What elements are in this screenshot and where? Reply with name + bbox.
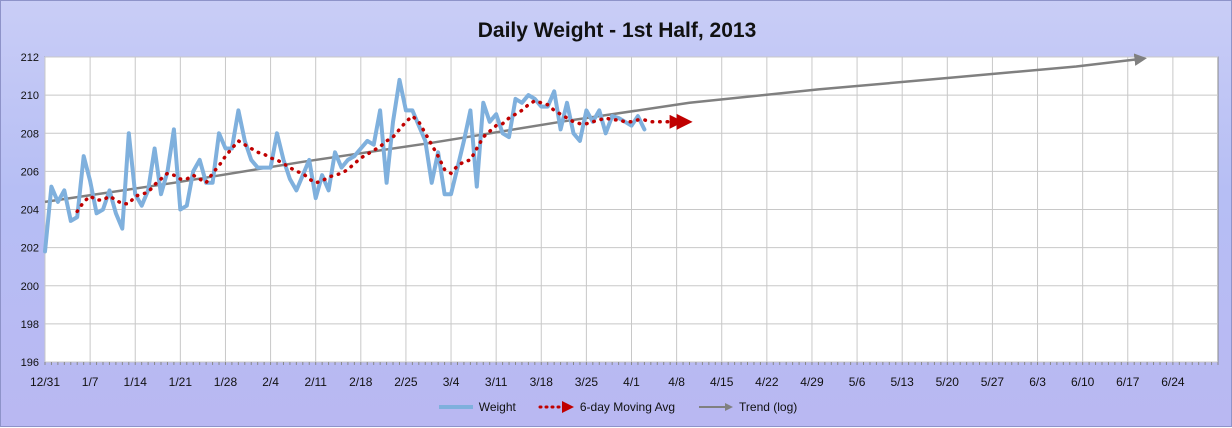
x-tick-label: 6/24 — [1161, 375, 1185, 389]
x-tick-label: 1/14 — [124, 375, 148, 389]
series-layer — [43, 53, 1147, 254]
x-tick-label: 6/3 — [1029, 375, 1046, 389]
legend-label-moving-avg: 6-day Moving Avg — [579, 400, 676, 414]
y-tick-label: 206 — [21, 166, 39, 178]
x-tick-label: 1/7 — [82, 375, 99, 389]
x-tick-label: 3/4 — [443, 375, 460, 389]
legend-item-weight: Weight — [437, 400, 516, 414]
y-tick-label: 198 — [21, 319, 39, 331]
x-tick-label: 4/8 — [668, 375, 685, 389]
legend-item-trend: Trend (log) — [697, 400, 797, 414]
y-tick-label: 210 — [21, 90, 39, 102]
legend-swatch-weight — [438, 405, 473, 409]
y-tick-label: 208 — [21, 128, 39, 140]
x-tick-label: 5/13 — [891, 375, 915, 389]
legend: Weight 6-day Moving Avg Trend (log) — [1, 400, 1232, 414]
x-tick-label: 2/4 — [262, 375, 279, 389]
y-tick-label: 204 — [21, 205, 39, 217]
x-tick-label: 2/25 — [394, 375, 418, 389]
x-tick-label: 1/21 — [169, 375, 193, 389]
x-tick-label: 3/25 — [575, 375, 599, 389]
x-tick-label: 2/18 — [349, 375, 373, 389]
legend-item-moving-avg: 6-day Moving Avg — [538, 400, 675, 414]
x-tick-label: 3/18 — [530, 375, 554, 389]
legend-swatch-moving-avg — [538, 401, 574, 413]
x-tick-label: 3/11 — [485, 375, 508, 389]
legend-label-trend: Trend (log) — [739, 400, 798, 414]
moving-avg-arrowhead — [676, 113, 693, 130]
axis-labels: 196 198 200 202 204 206 208 210 212 12/31 1/7 1/14 1… — [21, 52, 1185, 389]
y-tick-label: 196 — [21, 357, 39, 369]
chart-title: Daily Weight - 1st Half, 2013 — [477, 19, 757, 42]
series-moving-avg-line — [75, 98, 684, 214]
x-tick-label: 6/10 — [1071, 375, 1095, 389]
x-tick-label: 5/20 — [936, 375, 960, 389]
x-tick-label: 4/15 — [710, 375, 734, 389]
legend-label-weight: Weight — [478, 400, 516, 414]
series-trend-line — [44, 53, 1147, 204]
legend-swatch-trend — [699, 403, 734, 411]
x-tick-label: 12/31 — [30, 375, 60, 389]
x-tick-label: 5/6 — [849, 375, 866, 389]
x-tick-label: 6/17 — [1116, 375, 1140, 389]
x-tick-label: 4/22 — [755, 375, 779, 389]
x-tick-label: 5/27 — [981, 375, 1005, 389]
x-tick-label: 4/29 — [800, 375, 824, 389]
x-tick-label: 4/1 — [623, 375, 640, 389]
y-tick-label: 200 — [21, 281, 39, 293]
x-tick-label: 2/11 — [304, 375, 327, 389]
series-weight-line — [43, 77, 647, 254]
y-tick-label: 212 — [21, 52, 39, 64]
x-tick-label: 1/28 — [214, 375, 238, 389]
y-tick-label: 202 — [21, 243, 39, 255]
